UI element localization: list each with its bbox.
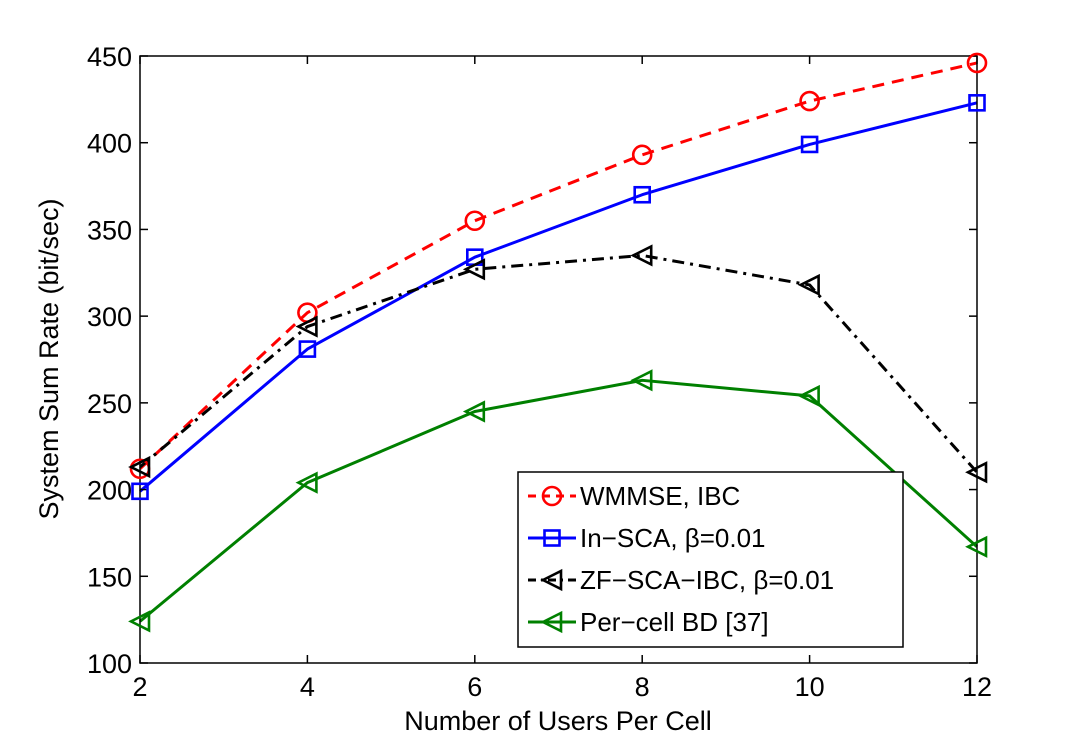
data-point-series-1	[799, 90, 820, 112]
y-tick-label: 150	[87, 562, 132, 592]
y-tick-label: 200	[87, 476, 132, 506]
plot-markers	[128, 52, 988, 633]
data-point-series-4	[630, 369, 653, 392]
x-axis-label: Number of Users Per Cell	[404, 706, 712, 736]
x-tick-label: 2	[132, 672, 147, 702]
y-tick-label: 350	[87, 215, 132, 245]
legend-box	[517, 471, 904, 648]
data-point-series-2	[298, 340, 317, 358]
legend-marker-1	[541, 485, 563, 507]
data-point-series-3	[128, 455, 151, 479]
legend-marker-2	[543, 529, 561, 547]
series-line-2	[139, 101, 978, 493]
data-point-series-4	[965, 535, 988, 558]
data-point-series-4	[128, 610, 151, 633]
legend-marker-3	[540, 568, 563, 592]
legend: WMMSE, IBC In−SCA, β=0.01 ZF−SCA−IBC, β=0.…	[517, 471, 904, 648]
series-line-3	[139, 253, 979, 474]
y-tick-label: 300	[87, 302, 132, 332]
data-point-series-3	[462, 258, 486, 281]
data-point-series-1	[631, 144, 653, 166]
data-point-series-3	[965, 461, 988, 484]
data-point-series-2	[968, 94, 986, 112]
data-point-series-3	[630, 244, 653, 267]
data-point-series-3	[295, 315, 318, 338]
series-line-4	[139, 378, 979, 623]
x-tick-label: 10	[795, 672, 825, 702]
data-point-series-2	[633, 185, 652, 204]
data-point-series-1	[966, 52, 988, 74]
legend-label-1: WMMSE, IBC	[580, 481, 740, 511]
y-tick-label: 450	[87, 42, 132, 72]
legend-marker-4	[540, 610, 563, 634]
plot-frame	[139, 55, 978, 664]
series-line-1	[138, 61, 978, 470]
y-axis-label: System Sum Rate (bit/sec)	[34, 198, 64, 519]
y-tick-label: 250	[87, 389, 132, 419]
data-point-series-4	[295, 471, 318, 494]
x-tick-label: 12	[962, 672, 992, 702]
legend-label-2: In−SCA, β=0.01	[580, 523, 766, 553]
y-tick-label: 400	[87, 129, 132, 159]
data-point-series-2	[131, 482, 149, 501]
data-point-series-2	[800, 135, 819, 154]
data-point-series-3	[797, 273, 820, 297]
x-tick-label: 8	[635, 672, 650, 702]
axis-ticks: 2 4 6 8 10 12 100 150 200 250 300 350 400 450	[87, 42, 992, 702]
legend-label-3: ZF−SCA−IBC, β=0.01	[580, 565, 834, 595]
plot-lines	[138, 61, 979, 623]
data-point-series-1	[464, 210, 486, 232]
data-point-series-4	[797, 384, 820, 408]
x-tick-label: 6	[467, 672, 482, 702]
x-tick-label: 4	[300, 672, 315, 702]
data-point-series-4	[462, 400, 486, 423]
y-tick-label: 100	[87, 649, 132, 679]
legend-label-4: Per−cell BD [37]	[580, 607, 769, 637]
